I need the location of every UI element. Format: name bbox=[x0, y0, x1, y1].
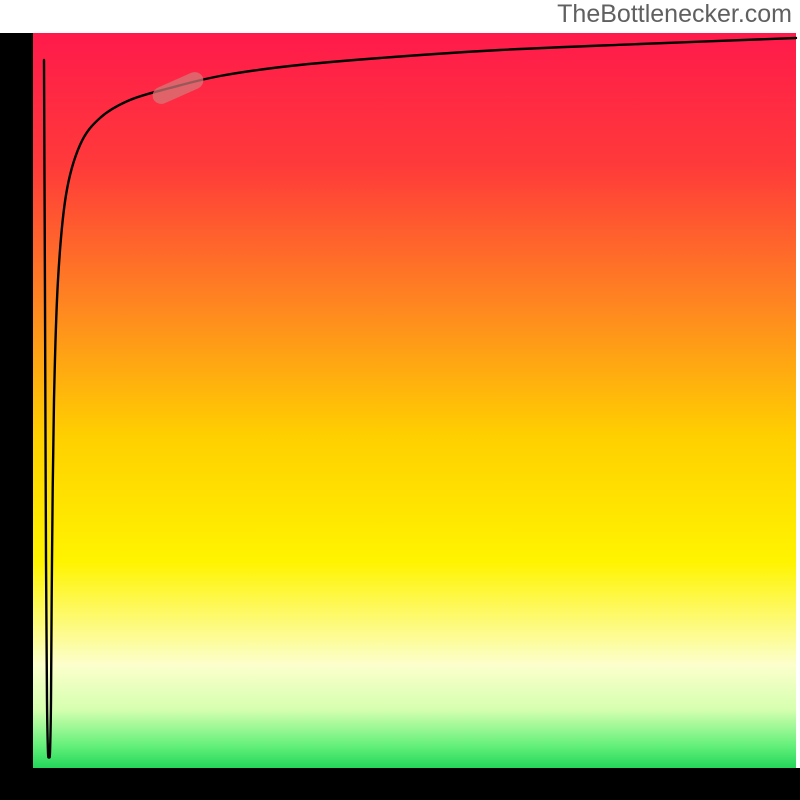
plot-background bbox=[33, 33, 796, 768]
axis-frame-bottom bbox=[0, 768, 800, 800]
chart-svg bbox=[0, 0, 800, 800]
watermark-text: TheBottlenecker.com bbox=[557, 0, 792, 29]
axis-frame-left bbox=[0, 33, 33, 800]
chart-stage: TheBottlenecker.com bbox=[0, 0, 800, 800]
